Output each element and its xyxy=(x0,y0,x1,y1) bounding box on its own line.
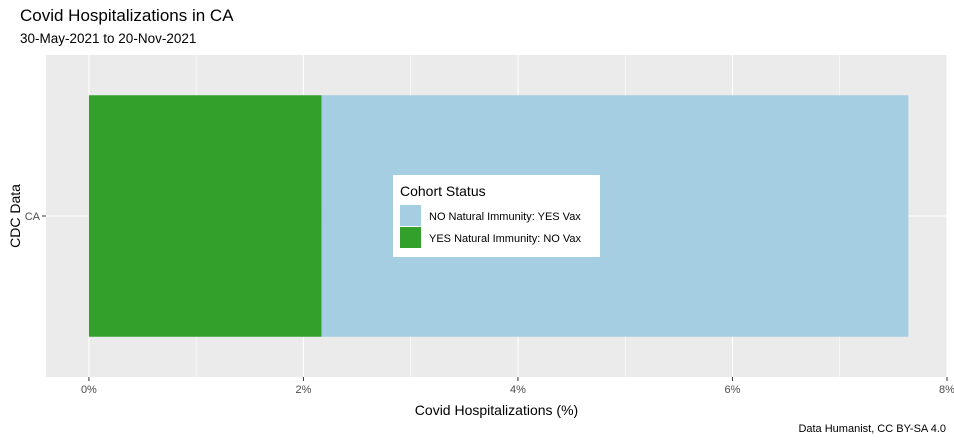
legend-label: YES Natural Immunity: NO Vax xyxy=(429,233,582,245)
x-tick-label: 8% xyxy=(939,384,954,396)
legend-label: NO Natural Immunity: YES Vax xyxy=(429,211,581,223)
y-axis-title: CDC Data xyxy=(7,184,23,248)
chart-title: Covid Hospitalizations in CA xyxy=(20,6,234,25)
bar-segment xyxy=(88,95,322,337)
x-tick-label: 6% xyxy=(725,384,741,396)
legend-key xyxy=(400,205,421,226)
chart-caption: Data Humanist, CC BY-SA 4.0 xyxy=(798,423,946,435)
y-tick-label: CA xyxy=(25,211,41,223)
legend: Cohort Status NO Natural Immunity: YES Va… xyxy=(393,175,600,257)
chart-subtitle: 30-May-2021 to 20-Nov-2021 xyxy=(20,31,197,46)
x-axis-ticks: 0% 2% 4% 6% 8% xyxy=(81,377,954,396)
legend-key xyxy=(400,227,421,248)
x-tick-label: 4% xyxy=(510,384,526,396)
x-axis-title: Covid Hospitalizations (%) xyxy=(415,402,578,418)
legend-title: Cohort Status xyxy=(400,183,486,199)
x-tick-label: 2% xyxy=(295,384,311,396)
x-tick-label: 0% xyxy=(81,384,97,396)
legend-box xyxy=(393,175,600,257)
bars xyxy=(88,95,909,337)
y-axis-ticks: CA xyxy=(25,211,46,223)
